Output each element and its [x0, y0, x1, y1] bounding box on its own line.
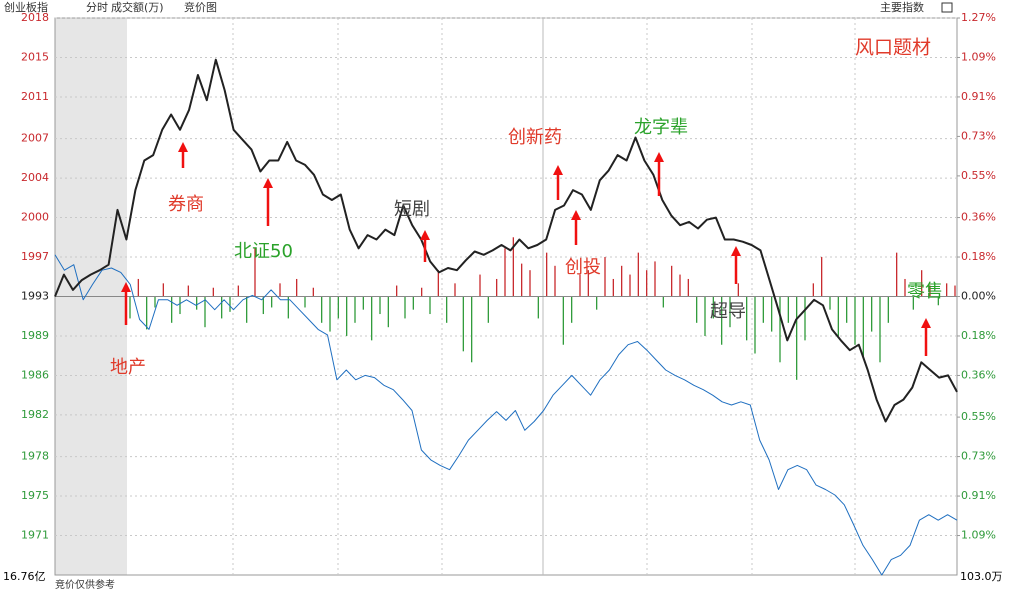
- y2-tick-label: 0.73%: [961, 450, 996, 463]
- y-tick-label: 2015: [21, 50, 49, 63]
- header-menu[interactable]: 主要指数: [880, 0, 924, 14]
- y2-tick-label: 0.91%: [961, 90, 996, 103]
- y-tick-label: 1989: [21, 329, 49, 342]
- arrow-head: [420, 230, 430, 240]
- header-view: 竞价图: [184, 0, 217, 14]
- annotation: 零售: [907, 281, 943, 302]
- arrow-head: [921, 318, 931, 328]
- y2-tick-label: 0.73%: [961, 129, 996, 142]
- header-mode: 分时: [86, 1, 108, 14]
- y-tick-label: 1982: [21, 408, 49, 421]
- arrow-head: [654, 152, 664, 162]
- annotation: 龙字辈: [634, 117, 688, 138]
- avg-line: [54, 254, 958, 576]
- y-tick-label: 1997: [21, 250, 49, 263]
- y-tick-label: 2018: [21, 11, 49, 24]
- arrow-head: [263, 178, 273, 188]
- y-tick-label: 2011: [21, 90, 49, 103]
- y2-tick-label: 0.36%: [961, 211, 996, 224]
- y-tick-label: 1978: [21, 450, 49, 463]
- annotation: 北证50: [234, 241, 293, 262]
- y-tick-label: 1975: [21, 489, 49, 502]
- y-tick-label: 2004: [21, 171, 49, 184]
- y2-tick-label: 0.36%: [961, 368, 996, 381]
- price-line: [54, 58, 958, 423]
- arrow-head: [121, 282, 131, 292]
- y-tick-label: 1993: [21, 290, 49, 303]
- annotation: 创投: [565, 257, 601, 278]
- footer-note: 竞价仅供参考: [55, 578, 115, 590]
- annotation: 超导: [710, 301, 746, 322]
- annotation: 创新药: [508, 127, 562, 148]
- arrow-head: [553, 165, 563, 175]
- arrow-head: [178, 142, 188, 152]
- y2-tick-label: 0.18%: [961, 250, 996, 263]
- y-tick-label: 2007: [21, 132, 49, 145]
- arrow-head: [571, 210, 581, 220]
- annotation: 短剧: [394, 199, 430, 220]
- header-name: 创业板指: [4, 0, 48, 14]
- menu-icon[interactable]: [941, 2, 953, 13]
- chart-title: 风口题材: [855, 37, 931, 59]
- y-tick-label: 1971: [21, 529, 49, 542]
- annotation: 地产: [110, 357, 146, 378]
- header-indicator: 成交额(万): [111, 0, 164, 14]
- bottom-right-label: 103.0万: [960, 570, 1003, 583]
- y2-tick-label: 1.09%: [961, 50, 996, 63]
- y2-tick-label: 0.18%: [961, 329, 996, 342]
- y-tick-label: 1986: [21, 368, 49, 381]
- y-tick-label: 2000: [21, 211, 49, 224]
- y2-tick-label: 0.00%: [961, 290, 996, 303]
- annotation: 券商: [168, 194, 204, 215]
- y2-tick-label: 0.91%: [961, 489, 996, 502]
- y2-tick-label: 1.27%: [961, 11, 996, 24]
- y2-tick-label: 0.55%: [961, 410, 996, 423]
- y2-tick-label: 0.55%: [961, 169, 996, 182]
- y2-tick-label: 1.09%: [961, 529, 996, 542]
- arrow-head: [731, 246, 741, 256]
- bottom-left-label: 16.76亿: [3, 570, 46, 583]
